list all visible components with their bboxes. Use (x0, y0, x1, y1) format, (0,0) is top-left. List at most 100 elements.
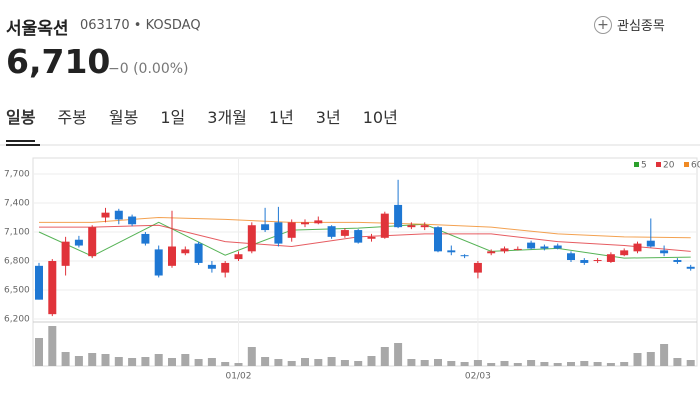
candle-body (527, 242, 536, 249)
candle-body (434, 227, 442, 252)
candle-body (287, 222, 296, 238)
y-tick-label: 7,400 (4, 199, 30, 209)
volume-bar (301, 358, 309, 366)
legend-label: 20 (663, 161, 675, 171)
candle-body (473, 262, 482, 273)
candle-body (247, 225, 256, 252)
volume-bar (168, 358, 176, 366)
tab[interactable]: 1년 (268, 108, 294, 127)
volume-bar (35, 338, 43, 366)
candle-body (207, 264, 216, 269)
volume-bar (207, 358, 216, 366)
volume-bar (287, 361, 296, 366)
candle-body (380, 213, 389, 238)
candle-body (141, 233, 150, 244)
stock-code: 063170 (80, 18, 130, 33)
tab[interactable]: 3개월 (207, 108, 247, 127)
x-tick-label: 02/03 (465, 372, 491, 382)
legend-label: 5 (641, 161, 647, 171)
volume-bar (101, 354, 110, 366)
moving-average (38, 221, 691, 259)
volume-bar (487, 363, 496, 366)
volume-bar (580, 361, 589, 366)
volume-bar (394, 343, 403, 366)
volume-bar (593, 362, 602, 366)
y-tick-label: 7,700 (4, 170, 30, 180)
candle-body (686, 266, 695, 269)
candle-body (221, 262, 230, 273)
candle-body (553, 245, 562, 249)
volume-bar (567, 362, 575, 366)
candle-body (407, 225, 416, 228)
change: −0 (0.00%) (108, 61, 189, 77)
candle-body (74, 239, 83, 246)
legend-label: 60 (691, 161, 700, 171)
candle-body (61, 241, 70, 266)
tab[interactable]: 1일 (160, 108, 186, 127)
stock-code-line: 063170 • KOSDAQ (80, 18, 201, 33)
tab[interactable]: 3년 (315, 108, 341, 127)
candle-body (646, 240, 655, 247)
candle-body (540, 246, 549, 249)
candle-body (620, 250, 629, 256)
volume-bar (61, 352, 70, 366)
volume-bar (114, 357, 123, 366)
price: 6,710 (6, 42, 111, 81)
candle-body (314, 220, 323, 224)
volume-bar (660, 344, 669, 366)
candle-body (420, 225, 429, 228)
y-tick-label: 7,100 (4, 228, 30, 238)
moving-average (39, 224, 691, 252)
tab[interactable]: 10년 (362, 108, 398, 127)
volume-bar (247, 347, 256, 366)
volume-bar (234, 363, 243, 366)
volume-bar (48, 326, 57, 366)
watch-label: 관심종목 (617, 19, 665, 34)
legend-swatch (684, 162, 689, 167)
candle-body (580, 260, 589, 263)
candle-body (181, 249, 190, 254)
tab[interactable]: 월봉 (108, 108, 139, 127)
candle-body (274, 222, 283, 244)
tabs: 일봉 주봉 월봉 1일 3개월 1년 3년 10년 (6, 104, 420, 142)
volume-bar (673, 358, 682, 366)
candle-body (660, 250, 669, 254)
candle-body (128, 216, 137, 225)
y-tick-label: 6,200 (4, 315, 30, 325)
legend-swatch (656, 162, 661, 167)
volume-bar (500, 361, 509, 366)
volume-bar (367, 356, 376, 366)
volume-bar (633, 353, 642, 366)
volume-bar (540, 362, 549, 366)
watch-button[interactable]: + 관심종목 (594, 15, 665, 34)
candle-body (48, 261, 57, 315)
volume-bar (141, 357, 150, 366)
volume-bar (181, 354, 190, 366)
volume-bar (314, 359, 323, 366)
volume-bar (154, 354, 163, 366)
moving-average (39, 216, 691, 239)
candle-body (327, 226, 336, 237)
candle-body (460, 255, 469, 257)
candle-body (114, 210, 123, 220)
candle-body (340, 230, 349, 236)
candle-body (633, 243, 642, 252)
plot-frame (32, 157, 698, 367)
candle-body (367, 236, 376, 239)
candle-body (234, 254, 243, 260)
candle-body (261, 224, 270, 231)
volume-bar (88, 353, 97, 366)
candle-body (35, 265, 43, 300)
tab[interactable]: 주봉 (57, 108, 87, 127)
candle-body (101, 212, 110, 218)
candle-body (487, 251, 496, 254)
volume-bar (74, 356, 83, 366)
tab[interactable]: 일봉 (6, 104, 36, 142)
volume-bar (460, 362, 469, 366)
volume-bar (261, 357, 270, 366)
candle-body (194, 243, 203, 263)
volume-bar (646, 352, 655, 366)
volume-bar (274, 359, 283, 366)
